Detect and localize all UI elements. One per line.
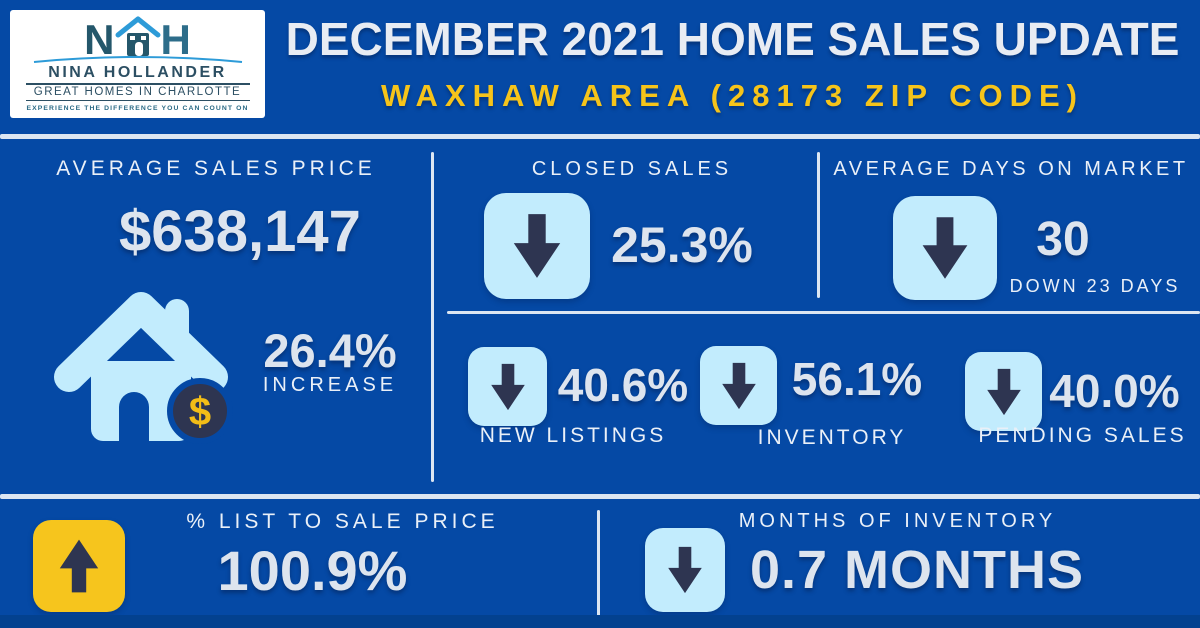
up-arrow-icon [59, 539, 99, 593]
logo-rule [25, 83, 250, 85]
pending-sales-value: 40.0% [1049, 365, 1180, 417]
divider-bottom-vertical [597, 510, 600, 618]
new-listings-iconbox [468, 347, 547, 426]
inventory-iconbox [700, 346, 777, 425]
days-on-market-note: DOWN 23 DAYS [1009, 276, 1181, 296]
list-to-sale-label: % LIST TO SALE PRICE [186, 510, 499, 533]
closed-sales-iconbox [484, 193, 590, 299]
page-subtitle: WAXHAW AREA (28173 ZIP CODE) [380, 78, 1084, 113]
new-listings-value: 40.6% [557, 359, 689, 411]
inventory-label: INVENTORY [757, 426, 907, 449]
average-sales-price-value: $638,147 [119, 199, 361, 264]
logo-swoosh [33, 55, 242, 63]
down-arrow-icon [721, 362, 756, 409]
down-arrow-icon [922, 217, 968, 279]
list-to-sale-value: 100.9% [217, 539, 408, 602]
logo-tagline: GREAT HOMES IN CHARLOTTE [33, 86, 242, 99]
pending-sales-iconbox [965, 352, 1042, 431]
down-arrow-icon [513, 214, 561, 278]
logo-monogram: N H [84, 16, 191, 64]
house-dollar-icon: $ [54, 292, 233, 444]
divider-mid-horizontal [447, 311, 1200, 314]
divider-mid-vertical [817, 152, 820, 298]
logo-house-icon [115, 16, 160, 56]
page-title: DECEMBER 2021 HOME SALES UPDATE [285, 13, 1180, 65]
closed-sales-label: CLOSED SALES [531, 158, 733, 180]
down-arrow-icon [986, 368, 1021, 415]
average-sales-price-change-label: INCREASE [262, 374, 398, 396]
divider-bottom [0, 494, 1200, 499]
months-inventory-label: MONTHS OF INVENTORY [738, 510, 1057, 532]
logo-rule-2 [25, 99, 250, 102]
down-arrow-icon [668, 546, 702, 594]
days-on-market-label: AVERAGE DAYS ON MARKET [833, 158, 1189, 180]
divider-header [0, 134, 1200, 139]
brand-logo: N H NINA HOLLANDER GREAT HOMES IN CHARLO… [10, 10, 265, 118]
logo-letter-h: H [160, 16, 191, 64]
months-inventory-iconbox [645, 528, 725, 612]
logo-name: NINA HOLLANDER [48, 63, 227, 81]
closed-sales-value: 25.3% [611, 217, 753, 273]
down-arrow-icon [490, 363, 525, 410]
logo-letter-n: N [84, 16, 115, 64]
dollar-circle [167, 378, 233, 444]
pending-sales-label: PENDING SALES [978, 424, 1187, 447]
new-listings-label: NEW LISTINGS [479, 424, 667, 447]
divider-left-vertical [431, 152, 434, 482]
logo-slogan: EXPERIENCE THE DIFFERENCE YOU CAN COUNT … [26, 105, 249, 113]
days-on-market-value: 30 [1036, 213, 1090, 266]
inventory-value: 56.1% [791, 353, 923, 405]
months-inventory-value: 0.7 MONTHS [749, 540, 1085, 600]
days-on-market-iconbox [893, 196, 997, 300]
average-sales-price-change: 26.4% [263, 324, 397, 377]
list-to-sale-iconbox [33, 520, 125, 612]
dollar-icon: $ [189, 390, 211, 434]
average-sales-price-label: AVERAGE SALES PRICE [56, 157, 376, 180]
footer-strip [0, 615, 1200, 628]
